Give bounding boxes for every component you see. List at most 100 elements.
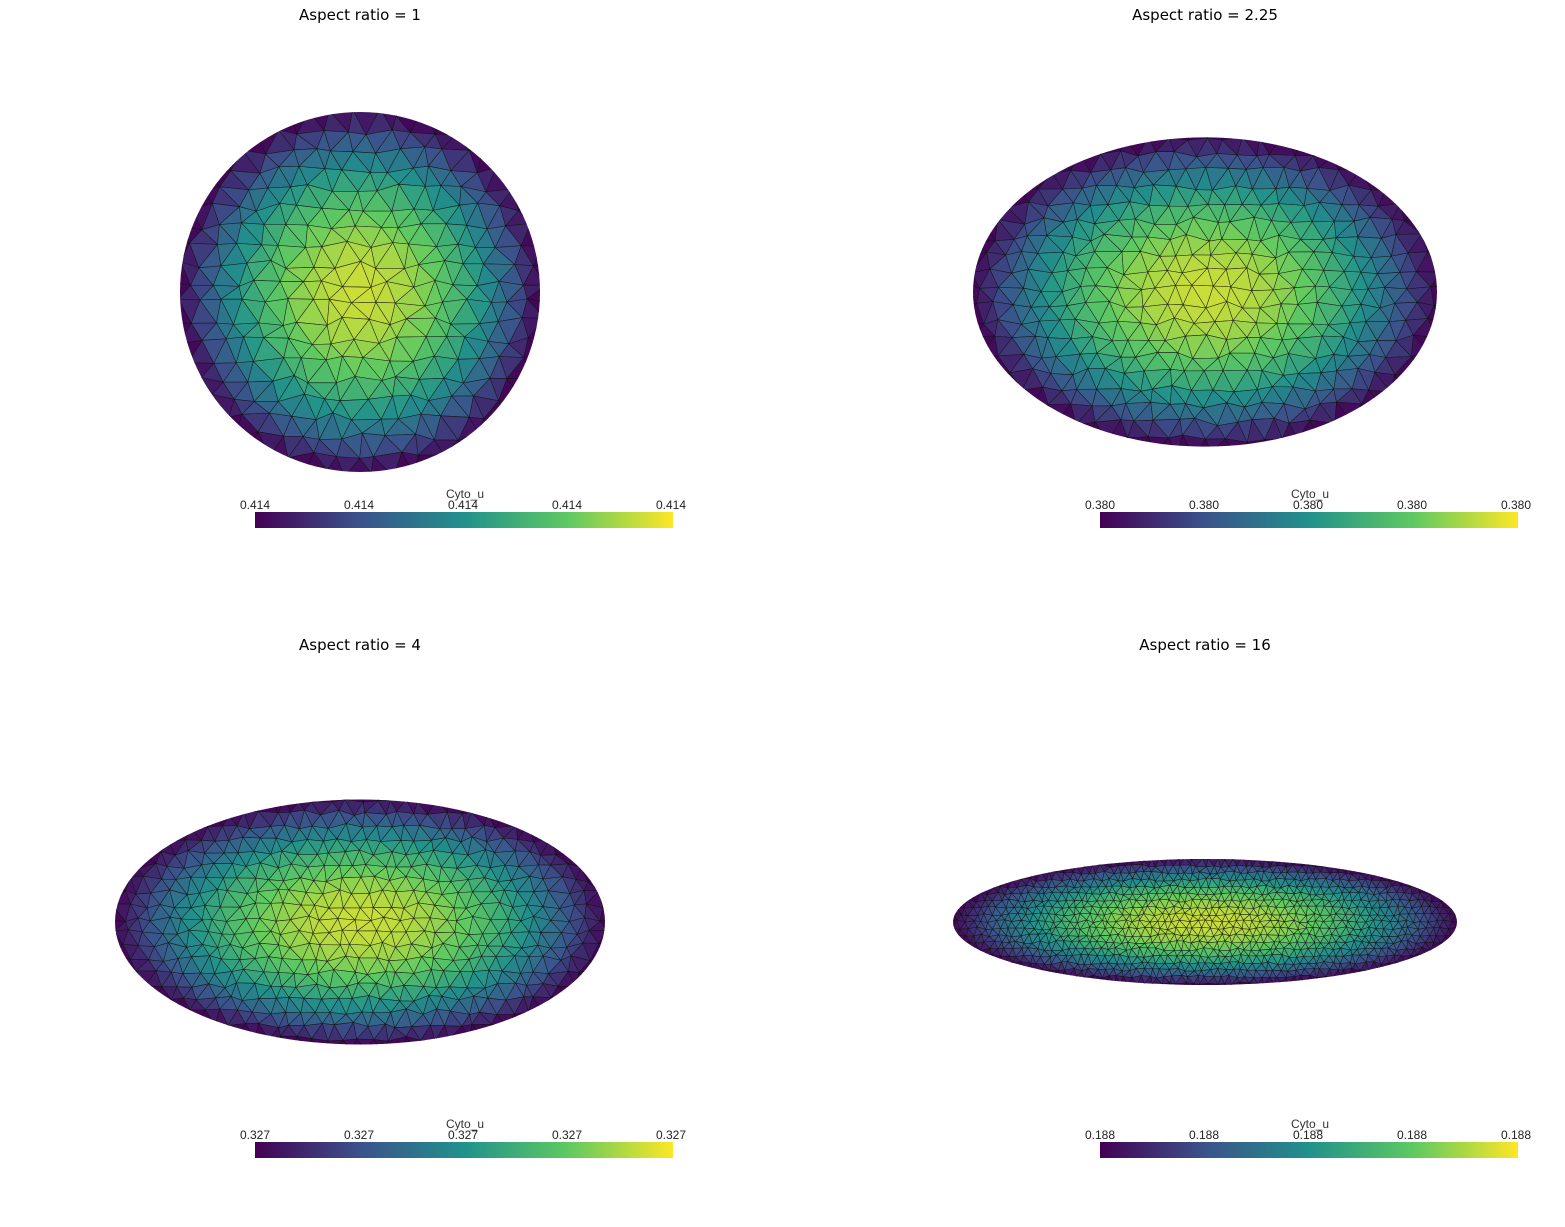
mesh-triangle	[940, 285, 967, 302]
mesh-triangle	[387, 1036, 407, 1045]
mesh-triangle	[115, 863, 124, 882]
mesh-triangle	[1138, 983, 1150, 985]
mesh-triangle	[1432, 949, 1443, 957]
mesh-triangle	[115, 865, 116, 882]
mesh-triangle	[1028, 969, 1037, 977]
mesh-triangle	[1026, 968, 1034, 977]
mesh-triangle	[1334, 423, 1355, 441]
mesh-triangle	[614, 931, 625, 947]
mesh-triangle	[1051, 157, 1072, 174]
mesh-triangle	[1408, 872, 1419, 881]
panel-title: Aspect ratio = 2.25	[1132, 6, 1278, 24]
mesh-triangle	[1231, 121, 1249, 137]
mesh-triangle	[1158, 137, 1181, 139]
panel-title: Aspect ratio = 16	[1139, 636, 1271, 654]
mesh-triangle	[1193, 983, 1200, 985]
mesh-triangle	[960, 941, 971, 949]
mesh-triangle	[1147, 137, 1170, 138]
mesh-triangle	[514, 1011, 530, 1025]
mesh-triangle	[953, 272, 972, 285]
mesh-triangle	[1045, 863, 1055, 873]
mesh-triangle	[1103, 859, 1114, 860]
mesh-triangle	[1442, 885, 1454, 896]
mesh-triangle	[991, 954, 1002, 964]
mesh-triangle	[1178, 859, 1186, 860]
mesh-triangle	[293, 1051, 310, 1064]
mesh-triangle	[536, 1008, 552, 1026]
mesh-triangle	[257, 799, 279, 813]
mesh-triangle	[1179, 990, 1190, 997]
mesh-triangle	[1184, 859, 1192, 861]
mesh-triangle	[115, 955, 126, 973]
mesh-triangle	[1441, 256, 1458, 272]
mesh-triangle	[1418, 204, 1437, 223]
mesh-triangle	[253, 1038, 270, 1045]
mesh-triangle	[980, 961, 989, 971]
mesh-triangle	[1057, 420, 1077, 442]
mesh-triangle	[434, 112, 456, 136]
mesh-triangle	[1217, 983, 1226, 985]
mesh-triangle	[1260, 984, 1270, 985]
colorbar-tick: 0.327	[447, 1128, 479, 1142]
mesh-triangle	[1211, 452, 1233, 470]
mesh-triangle	[1370, 864, 1381, 872]
mesh-triangle	[953, 885, 956, 895]
mesh-triangle	[598, 943, 605, 958]
colorbar-tick: 0.327	[239, 1128, 271, 1142]
mesh-triangle	[957, 940, 965, 948]
mesh-triangle	[429, 1039, 446, 1045]
mesh-triangle	[1409, 961, 1419, 970]
mesh-triangle	[567, 998, 580, 1012]
mesh-triangle	[1089, 437, 1110, 447]
colorbar-tick: 0.327	[343, 1128, 375, 1142]
mesh-triangle	[1403, 871, 1415, 881]
mesh-triangle	[1446, 318, 1467, 338]
mesh-triangle	[1370, 169, 1387, 191]
mesh-triangle	[526, 284, 540, 304]
mesh-triangle	[1417, 963, 1427, 970]
mesh-triangle	[541, 245, 561, 263]
mesh-triangle	[1033, 865, 1041, 873]
mesh-triangle	[1072, 859, 1083, 867]
mesh-triangle	[973, 879, 981, 887]
mesh-triangle	[1390, 391, 1406, 409]
mesh-triangle	[156, 998, 174, 1014]
mesh-triangle	[201, 172, 221, 189]
mesh-triangle	[1016, 968, 1028, 978]
mesh-triangle	[1399, 871, 1410, 881]
mesh-triangle	[506, 378, 534, 403]
mesh-triangle	[117, 970, 132, 988]
mesh-triangle	[940, 272, 967, 287]
mesh-triangle	[602, 944, 605, 962]
mesh-triangle	[1175, 982, 1188, 985]
mesh-triangle	[100, 904, 113, 920]
mesh-triangle	[485, 1023, 502, 1041]
mesh-triangle	[115, 878, 116, 892]
mesh-triangle	[1095, 440, 1116, 447]
mesh-triangle	[262, 1039, 280, 1045]
colorbar	[1100, 512, 1518, 528]
mesh-triangle	[1460, 941, 1469, 950]
mesh-triangle	[364, 92, 391, 109]
mesh-triangle	[1462, 893, 1470, 902]
mesh-triangle	[1055, 975, 1068, 985]
mesh-triangle	[1347, 977, 1359, 985]
mesh-triangle	[1451, 892, 1457, 900]
mesh-triangle	[498, 400, 526, 422]
mesh-triangle	[469, 1038, 487, 1045]
mesh-triangle	[180, 343, 189, 364]
mesh-triangle	[971, 885, 982, 895]
mesh-triangle	[1369, 405, 1385, 423]
mesh-triangle	[602, 876, 605, 894]
mesh-triangles	[940, 121, 1467, 470]
mesh-triangle	[1316, 137, 1341, 158]
mesh-triangle	[90, 943, 109, 961]
mesh-triangle	[980, 355, 999, 375]
mesh-triangle	[1357, 859, 1365, 869]
mesh-triangle	[975, 356, 996, 375]
mesh-triangle	[1230, 981, 1241, 985]
mesh-triangle	[1197, 859, 1207, 860]
mesh-triangle	[936, 934, 944, 943]
mesh-triangle	[389, 799, 407, 801]
mesh-triangle	[575, 851, 588, 868]
